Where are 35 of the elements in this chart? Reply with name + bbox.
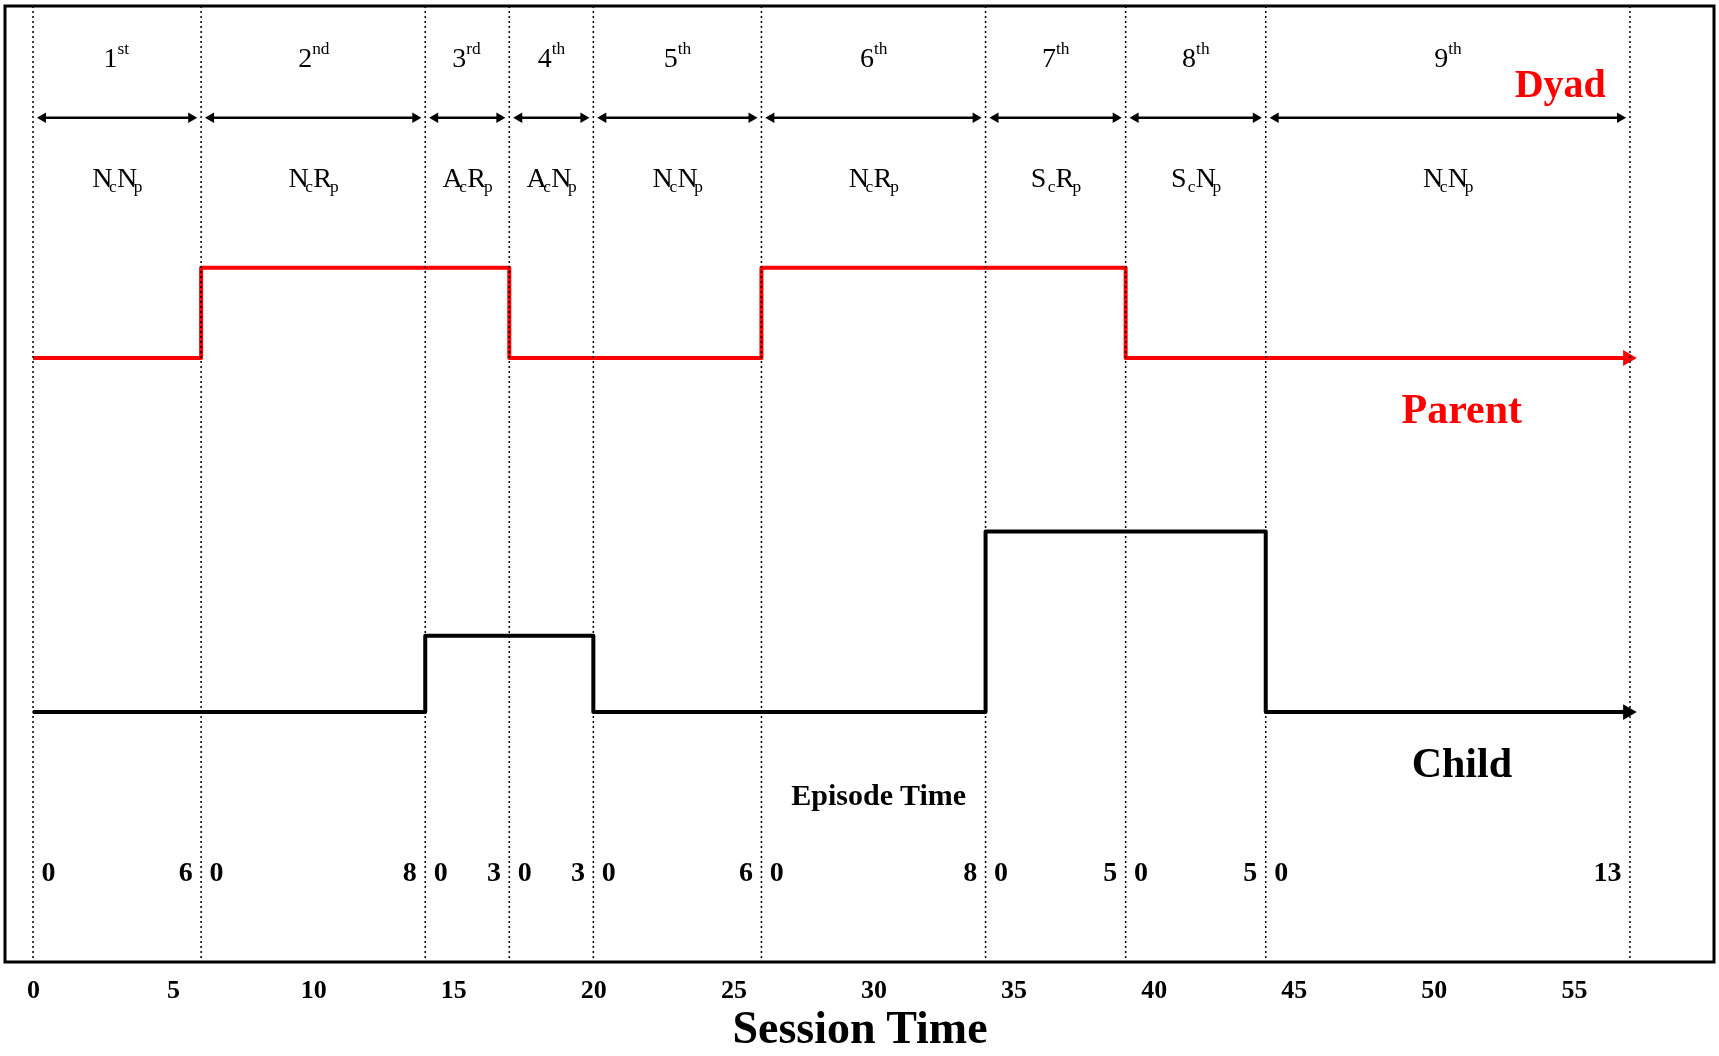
- x-tick-label: 50: [1421, 974, 1448, 1004]
- x-tick-label: 35: [1001, 974, 1028, 1004]
- annotation: 0: [1274, 856, 1289, 888]
- annotation: 0: [993, 856, 1008, 888]
- annotation: 3: [570, 856, 585, 888]
- annotation: Episode Time: [791, 778, 967, 812]
- annotation: 3: [486, 856, 501, 888]
- x-tick-label: 10: [300, 974, 327, 1004]
- annotation: 0: [601, 856, 616, 888]
- x-axis-title: Session Time: [732, 1001, 988, 1053]
- series-label: Child: [1411, 740, 1513, 787]
- annotation: 0: [769, 856, 784, 888]
- x-tick-label: 55: [1561, 974, 1588, 1004]
- annotation: 6: [178, 856, 193, 888]
- annotation: 0: [433, 856, 448, 888]
- annotation: 0: [41, 856, 56, 888]
- text: Dyad: [1514, 61, 1606, 107]
- annotation: 8: [963, 856, 978, 888]
- series-label: Parent: [1401, 386, 1523, 433]
- x-tick-label: 25: [720, 974, 747, 1004]
- x-tick-label: 20: [580, 974, 607, 1004]
- x-tick-label: 15: [440, 974, 467, 1004]
- annotation: 6: [739, 856, 754, 888]
- x-tick-label: 5: [167, 974, 181, 1004]
- annotation: 0: [1134, 856, 1149, 888]
- annotation: 8: [402, 856, 417, 888]
- annotation: 5: [1103, 856, 1118, 888]
- x-tick-label: 40: [1141, 974, 1168, 1004]
- annotation: 0: [517, 856, 532, 888]
- x-tick-label: 30: [861, 974, 888, 1004]
- annotation: 13: [1593, 856, 1622, 888]
- annotation: 5: [1243, 856, 1258, 888]
- annotation: 0: [209, 856, 224, 888]
- x-tick-label: 45: [1281, 974, 1308, 1004]
- x-tick-label: 0: [27, 974, 41, 1004]
